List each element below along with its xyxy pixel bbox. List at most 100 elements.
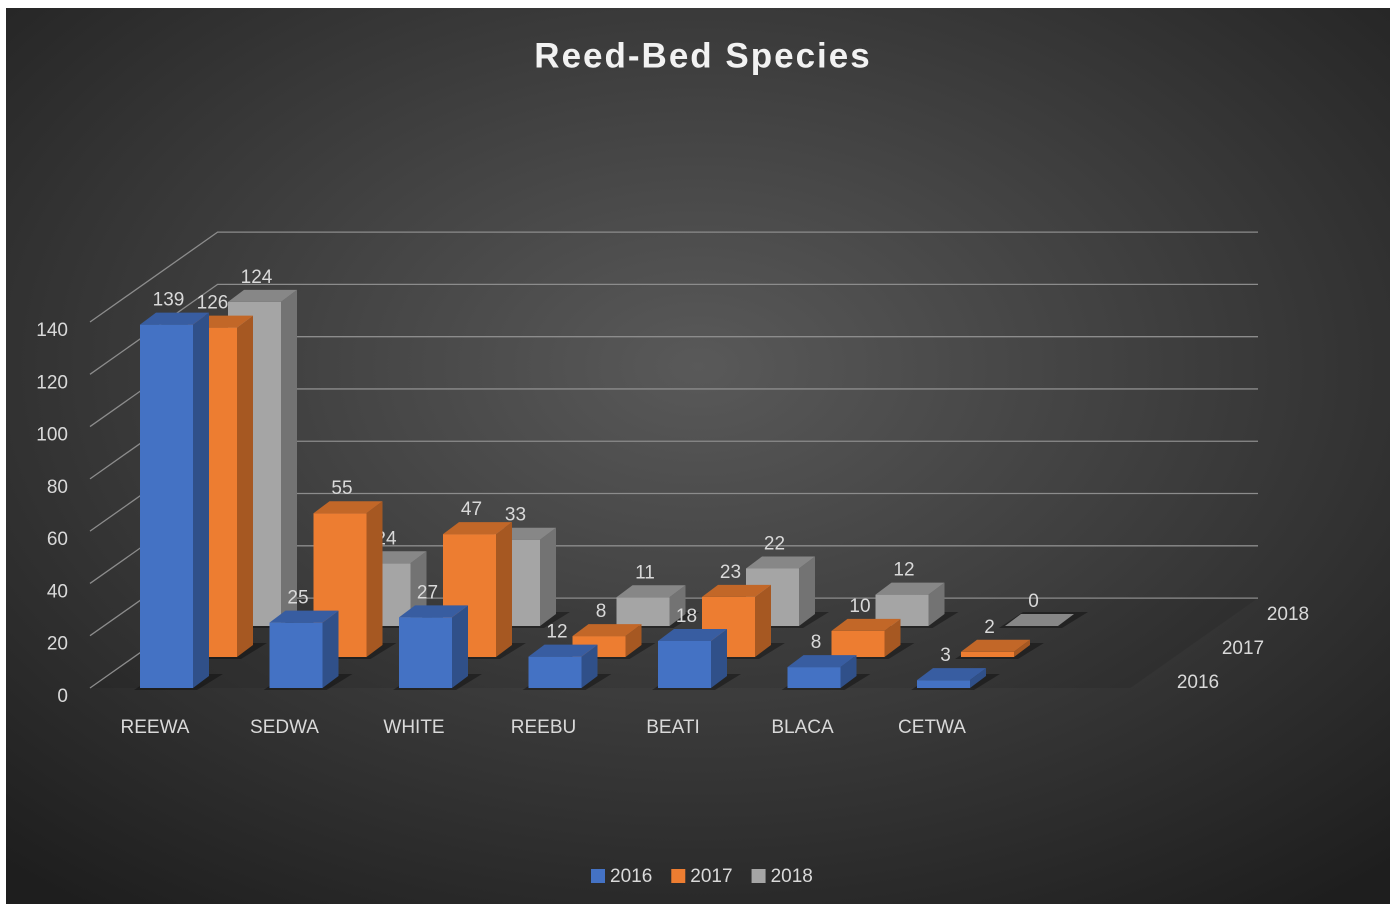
depth-label: 2017: [1222, 638, 1264, 659]
bar-top: [831, 618, 901, 631]
data-label: 18: [676, 606, 697, 627]
grid-line: [89, 231, 1258, 323]
bar-top: [702, 584, 771, 597]
bar-top: [917, 668, 986, 681]
bar: [399, 605, 468, 688]
bar-top: [572, 624, 642, 637]
y-tick-label: 100: [36, 425, 68, 446]
bar: [831, 618, 901, 657]
bar-top: [961, 639, 1030, 652]
bar-side: [840, 655, 857, 688]
data-label: 10: [849, 596, 870, 617]
data-label: 8: [811, 632, 822, 653]
bar: [140, 312, 209, 688]
data-label: 0: [1028, 591, 1039, 612]
bar-top: [787, 655, 857, 668]
bar-top: [140, 312, 209, 325]
bar: [528, 644, 598, 688]
x-tick-label: BEATI: [646, 717, 700, 738]
bar-side: [1014, 639, 1030, 657]
bar-top: [443, 522, 512, 535]
bar-top: [313, 501, 383, 514]
bar: [917, 668, 986, 688]
bar: [658, 628, 727, 688]
bar-side: [755, 584, 771, 657]
bar-side: [581, 644, 598, 688]
data-label: 25: [287, 588, 308, 609]
bar-side: [237, 315, 253, 657]
bar-top: [228, 289, 297, 302]
bar: [961, 639, 1030, 657]
bar-top: [269, 610, 339, 623]
bar-side: [928, 582, 945, 626]
bar-top: [399, 605, 468, 618]
legend-swatch: [751, 869, 766, 883]
bar: [787, 655, 857, 688]
bar-front: [399, 617, 452, 688]
bar-side: [496, 522, 512, 657]
x-tick-label: WHITE: [383, 717, 444, 738]
bar-side: [884, 618, 901, 657]
bar-side: [711, 628, 727, 688]
legend-label: 2016: [610, 866, 652, 887]
y-tick-label: 20: [47, 634, 68, 655]
legend-swatch: [591, 869, 605, 883]
legend-label: 2018: [771, 866, 813, 887]
bar-front: [831, 630, 885, 657]
y-tick-label: 120: [36, 372, 68, 393]
legend-swatch: [671, 869, 686, 883]
bar-top: [746, 556, 815, 569]
y-tick-label: 60: [47, 529, 68, 550]
data-label: 8: [596, 601, 607, 622]
bar-front: [787, 667, 841, 688]
y-tick-label: 140: [36, 320, 68, 341]
bar-front: [961, 651, 1014, 657]
x-tick-label: REEBU: [511, 717, 576, 738]
bar-front: [528, 656, 582, 688]
data-label: 12: [893, 560, 914, 581]
data-label: 27: [417, 582, 438, 603]
bar-side: [970, 668, 986, 688]
x-tick-label: BLACA: [771, 717, 834, 738]
bar-side: [281, 289, 297, 626]
bar-top: [528, 644, 598, 657]
bar-front: [269, 622, 323, 688]
bar-side: [193, 312, 209, 688]
x-tick-label: CETWA: [898, 717, 966, 738]
data-label: 126: [197, 293, 229, 314]
bar: [875, 582, 945, 626]
bar-side: [540, 527, 556, 626]
bar-side: [322, 610, 339, 688]
data-label: 22: [764, 534, 785, 555]
bar: [269, 610, 339, 688]
data-label: 11: [635, 562, 655, 583]
bar-side: [625, 624, 642, 657]
data-label: 2: [984, 617, 995, 638]
y-tick-label: 0: [57, 686, 68, 707]
depth-label: 2016: [1177, 672, 1219, 693]
legend: 2016 2017 2018: [591, 866, 813, 887]
bar-front: [917, 680, 970, 688]
bar-top: [658, 628, 727, 641]
x-tick-label: REEWA: [121, 717, 190, 738]
bar-front: [140, 324, 193, 688]
x-tick-label: SEDWA: [250, 717, 319, 738]
bar: [1005, 614, 1074, 626]
bar-side: [452, 605, 468, 688]
data-label: 124: [241, 267, 273, 288]
bar-front: [616, 597, 670, 626]
y-tick-label: 40: [47, 581, 68, 602]
bar-side: [669, 585, 686, 626]
data-label: 12: [546, 622, 567, 643]
bar-side: [366, 501, 383, 657]
bar-side: [799, 556, 815, 626]
chart-title: Reed-Bed Species: [534, 36, 871, 75]
data-label: 139: [153, 290, 185, 311]
bar-top: [1005, 614, 1074, 626]
data-label: 3: [940, 645, 951, 666]
bar-top: [616, 585, 686, 598]
